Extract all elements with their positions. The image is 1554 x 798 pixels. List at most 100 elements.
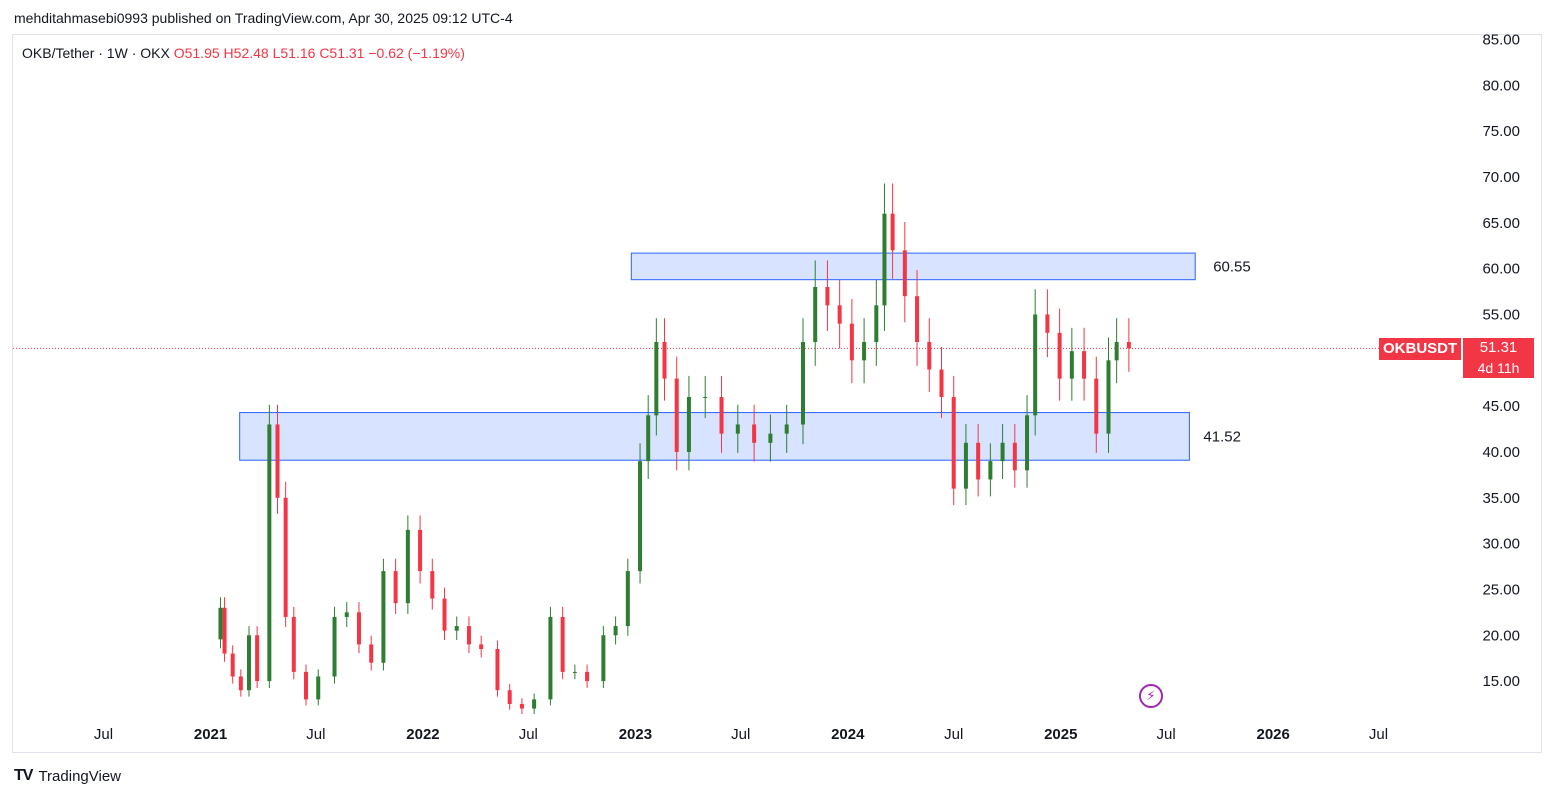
chart-legend: OKB/Tether · 1W · OKX O51.95 H52.48 L51.… <box>22 45 465 61</box>
x-tick-label: 2022 <box>406 726 439 743</box>
candle-body <box>332 616 337 677</box>
candle-body <box>304 671 309 700</box>
candle-body <box>686 396 691 452</box>
bar-countdown: 4d 11h <box>1477 360 1520 376</box>
y-tick-label: 30.00 <box>1482 536 1520 553</box>
candle-body <box>442 598 447 631</box>
y-tick-label: 45.00 <box>1482 398 1520 415</box>
legend-high: H52.48 <box>223 45 269 61</box>
tradingview-logo-icon: TV <box>14 767 33 784</box>
candle-body <box>230 653 235 677</box>
candle-body <box>405 529 410 604</box>
y-tick-label: 25.00 <box>1482 581 1520 598</box>
candle-body <box>662 342 667 379</box>
candle-body <box>800 342 805 425</box>
candle-body <box>1025 415 1030 471</box>
flash-icon[interactable]: ⚡ <box>1139 684 1163 708</box>
candle-body <box>267 424 272 682</box>
candle-body <box>218 607 223 640</box>
candle-body <box>1012 442 1017 471</box>
x-tick-label: Jul <box>1369 726 1388 743</box>
candle-body <box>613 626 618 636</box>
last-price-tag: 51.31 4d 11h <box>1463 338 1534 378</box>
candle-body <box>890 213 895 251</box>
candle-body <box>466 626 471 645</box>
y-tick-label: 55.00 <box>1482 307 1520 324</box>
candle-body <box>291 616 296 672</box>
candle-body <box>1082 351 1087 379</box>
last-price-value: 51.31 <box>1479 339 1518 356</box>
candle-body <box>283 497 288 617</box>
legend-symbol[interactable]: OKB/Tether · 1W · OKX <box>22 45 170 61</box>
x-tick-label: Jul <box>306 726 325 743</box>
candle-body <box>369 644 374 663</box>
candle-body <box>246 635 251 691</box>
candle-body <box>654 342 659 416</box>
candle-body <box>1045 314 1050 333</box>
candle-body <box>560 616 565 672</box>
candle-body <box>963 442 968 489</box>
candle-body <box>275 424 280 498</box>
candle-body <box>862 342 867 361</box>
candle-body <box>927 342 932 370</box>
candle-body <box>646 415 651 462</box>
candle-body <box>1126 342 1131 349</box>
candle-body <box>1057 332 1062 379</box>
candle-body <box>849 323 854 361</box>
x-tick-label: 2024 <box>831 726 865 743</box>
candle-body <box>625 571 630 627</box>
symbol-price-tag: OKBUSDT <box>1379 338 1462 360</box>
candle-body <box>255 635 260 682</box>
y-tick-label: 35.00 <box>1482 490 1520 507</box>
candle-body <box>601 635 606 682</box>
y-tick-label: 40.00 <box>1482 444 1520 461</box>
candle-body <box>532 699 537 709</box>
x-tick-label: Jul <box>1157 726 1176 743</box>
candle-body <box>356 612 361 645</box>
y-tick-label: 65.00 <box>1482 215 1520 232</box>
candle-body <box>1094 378 1099 434</box>
candle-body <box>1106 360 1111 434</box>
candle-body <box>674 378 679 452</box>
y-tick-label: 85.00 <box>1482 32 1520 49</box>
candle-body <box>874 305 879 343</box>
legend-close: C51.31 <box>319 45 365 61</box>
candle-body <box>454 626 459 631</box>
candle-body <box>479 644 484 650</box>
x-tick-label: Jul <box>519 726 538 743</box>
candle-body <box>784 424 789 434</box>
candle-body <box>519 703 524 709</box>
candle-body <box>585 671 590 682</box>
candle-body <box>915 296 920 343</box>
candle-body <box>238 676 243 691</box>
x-tick-label: 2023 <box>619 726 652 743</box>
candle-body <box>1000 442 1005 462</box>
y-tick-label: 60.00 <box>1482 261 1520 278</box>
candle-body <box>752 424 757 443</box>
candle-body <box>638 461 643 572</box>
y-tick-label: 15.00 <box>1482 673 1520 690</box>
candle-body <box>976 442 981 480</box>
tradingview-brand[interactable]: TV TradingView <box>14 767 121 785</box>
x-tick-label: 2026 <box>1257 726 1290 743</box>
x-tick-label: Jul <box>731 726 750 743</box>
candle-body <box>939 369 944 397</box>
candle-body <box>813 287 818 343</box>
y-tick-label: 70.00 <box>1482 169 1520 186</box>
candle-body <box>222 607 227 654</box>
candle-body <box>1114 342 1119 361</box>
candle-body <box>735 424 740 434</box>
candle-body <box>882 213 887 306</box>
y-tick-label: 80.00 <box>1482 77 1520 94</box>
candle-body <box>1069 351 1074 379</box>
legend-low: L51.16 <box>272 45 316 61</box>
candle-body <box>837 305 842 324</box>
candle-body <box>768 433 773 443</box>
chart-frame <box>12 34 1542 753</box>
legend-change: −0.62 (−1.19%) <box>368 45 465 61</box>
candle-body <box>825 287 830 306</box>
x-tick-label: 2021 <box>194 726 227 743</box>
candle-body <box>430 571 435 599</box>
candle-body <box>393 571 398 604</box>
